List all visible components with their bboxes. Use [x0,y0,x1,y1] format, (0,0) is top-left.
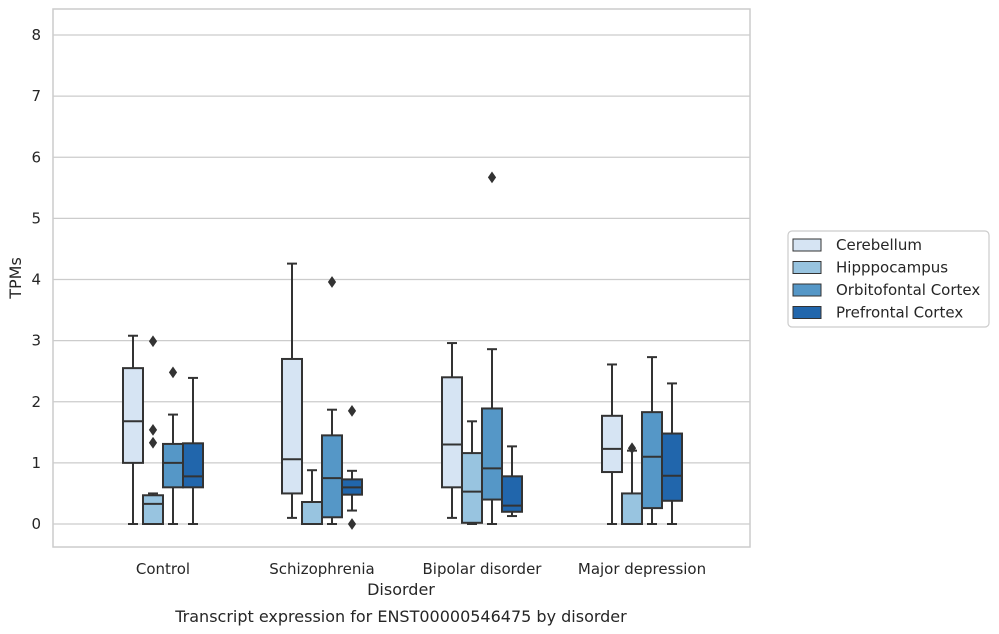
box-iqr [481,407,503,501]
box-iqr [641,411,663,510]
box-iqr [621,492,643,525]
box-0-3 [601,363,623,525]
legend: Cerebellum Hipppocampus Orbitofontal Corte… [787,230,990,328]
box-iqr [281,357,303,495]
chart-caption: Transcript expression for ENST0000054647… [174,607,627,626]
box-2-0 [162,366,184,525]
legend-label: Orbitofontal Cortex [836,281,980,299]
box-iqr [441,376,463,489]
box-iqr [501,475,523,513]
box-0-0 [122,334,144,525]
box-2-3 [641,356,663,525]
box-iqr [301,500,323,525]
box-3-2 [501,445,523,518]
plot-frame [52,8,751,548]
box-1-0 [142,335,164,525]
y-tick-label: 7 [31,87,41,105]
legend-label: Prefrontal Cortex [836,304,963,322]
box-iqr [601,414,623,474]
legend-label: Hipppocampus [836,259,948,277]
legend-frame [787,230,990,328]
legend-swatch [792,283,822,297]
outlier-point [148,335,158,348]
outlier-point [347,518,357,530]
box-iqr [162,442,184,489]
box-2-2 [481,171,503,525]
box-0-2 [441,342,463,519]
x-axis-title: Disorder [367,580,435,599]
box-3-1 [341,405,363,530]
box-iqr [142,494,164,525]
outlier-point [347,405,357,417]
x-tick-label: Bipolar disorder [423,560,543,578]
box-iqr [661,432,683,502]
box-1-2 [461,420,483,525]
box-2-1 [321,276,343,525]
legend-swatch [792,306,822,319]
box-iqr [122,367,144,464]
box-0-1 [281,262,303,519]
box-series [122,171,683,530]
y-tick-label: 3 [31,332,41,350]
y-tick-label: 6 [31,148,41,166]
outlier-point [148,436,158,449]
box-1-1 [301,469,323,525]
box-1-3 [621,442,643,525]
outlier-point [627,442,637,455]
box-iqr [321,434,343,519]
y-tick-label: 2 [31,393,41,411]
box-3-0 [182,376,204,525]
y-tick-label: 8 [31,26,41,44]
x-tick-label: Major depression [578,560,706,578]
y-tick-label: 1 [31,454,41,472]
y-tick-label: 5 [31,209,41,227]
box-iqr [461,452,483,524]
y-axis-title: TPMs [6,257,25,300]
x-axis-ticks: Control Schizophrenia Bipolar disorder Majo… [136,560,706,578]
y-tick-label: 4 [31,271,41,289]
legend-swatch [792,261,822,274]
outlier-point [148,423,158,436]
outlier-point [327,276,337,288]
outlier-point [168,366,178,379]
y-axis-ticks: 0 1 2 3 4 5 6 7 8 [31,26,41,533]
box-3-3 [661,382,683,525]
legend-swatch [792,238,822,252]
legend-label: Cerebellum [836,236,922,254]
x-tick-label: Control [136,560,190,578]
x-tick-label: Schizophrenia [269,560,374,578]
outlier-point [487,171,497,184]
y-tick-label: 0 [31,515,41,533]
box-iqr [182,442,204,489]
